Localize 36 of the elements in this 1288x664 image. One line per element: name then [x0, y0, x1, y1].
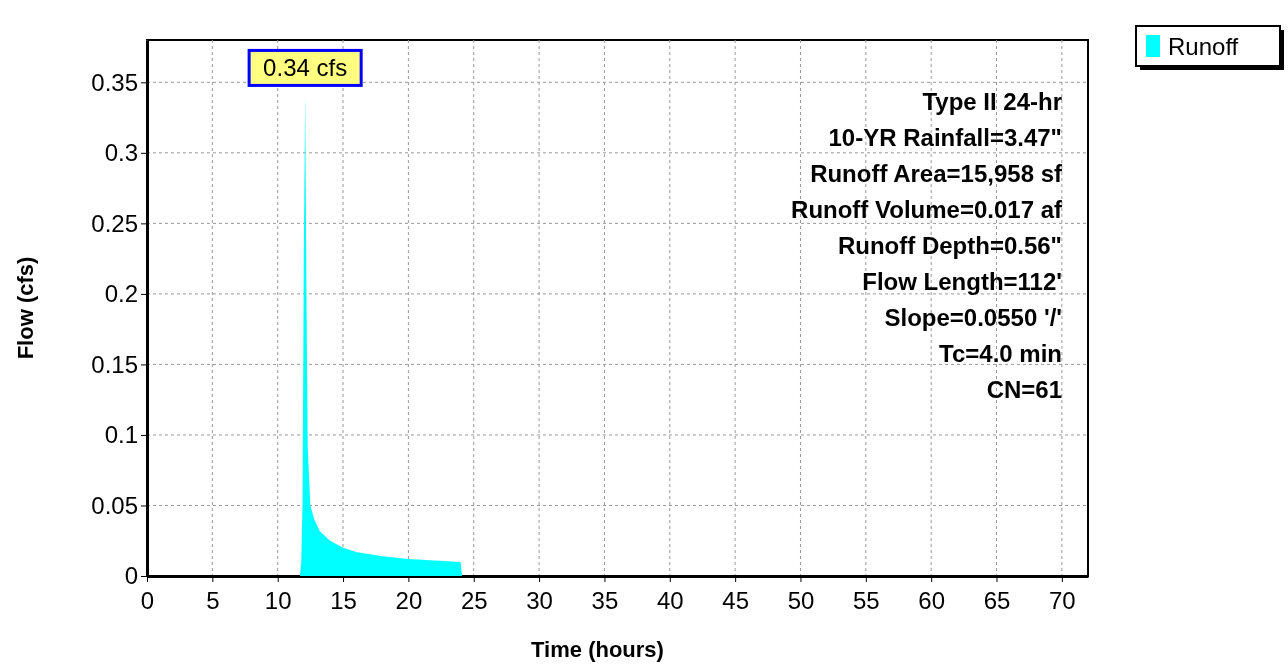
- x-tick-label: 15: [330, 587, 357, 614]
- x-tick-label: 35: [591, 587, 619, 614]
- y-tick-label: 0.2: [104, 280, 138, 308]
- x-axis-title: Time (hours): [531, 637, 664, 662]
- y-tick-label: 0.25: [91, 209, 138, 237]
- x-tick-label: 55: [852, 587, 880, 614]
- annotation: 0.34 cfs: [263, 54, 348, 82]
- annotation: Tc=4.0 min: [939, 340, 1062, 367]
- annotation: Slope=0.0550 '/': [884, 304, 1062, 331]
- y-axis-title: Flow (cfs): [13, 256, 38, 360]
- annotation: 10-YR Rainfall=3.47": [828, 124, 1062, 151]
- y-tick-label: 0.05: [91, 491, 138, 519]
- x-tick-label: 40: [656, 587, 684, 614]
- annotation: Runoff Depth=0.56": [837, 232, 1062, 259]
- x-tick-label: 70: [1049, 587, 1076, 614]
- annotation: Runoff Volume=0.017 af: [791, 196, 1063, 223]
- x-tick-label: 20: [395, 587, 423, 614]
- x-tick-label: 30: [526, 587, 553, 614]
- x-tick-label: 0: [140, 587, 155, 614]
- x-tick-label: 25: [460, 587, 488, 614]
- x-tick-label: 45: [722, 587, 749, 614]
- y-tick-label: 0.15: [91, 350, 138, 378]
- y-tick-label: 0.35: [91, 68, 138, 96]
- x-tick-label: 60: [918, 587, 946, 614]
- annotation: Type II 24-hr: [922, 88, 1062, 115]
- y-tick-label: 0.1: [104, 421, 138, 449]
- x-tick-label: 5: [206, 587, 220, 614]
- x-tick-label: 10: [264, 587, 292, 614]
- annotation: CN=61: [986, 376, 1062, 403]
- y-tick-label: 0.3: [104, 139, 138, 167]
- annotation: Runoff Area=15,958 sf: [810, 160, 1063, 187]
- x-tick-label: 50: [787, 587, 815, 614]
- y-tick-label: 0: [124, 562, 138, 590]
- x-tick-label: 65: [983, 587, 1011, 614]
- annotation: Flow Length=112': [862, 268, 1062, 295]
- legend-label: Runoff: [1168, 33, 1239, 60]
